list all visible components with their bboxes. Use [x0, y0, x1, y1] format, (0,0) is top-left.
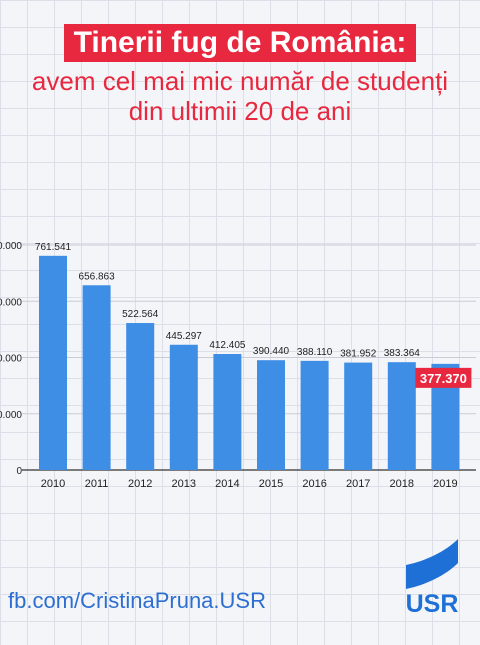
- usr-logo-text: USR: [405, 590, 459, 618]
- x-tick-label: 2014: [215, 478, 239, 490]
- highlight-label-background: [415, 367, 472, 388]
- data-label: 412.405: [209, 340, 246, 351]
- x-tick-label: 2019: [433, 478, 457, 490]
- x-tick-label: 2015: [259, 478, 283, 490]
- facebook-page-link[interactable]: fb.com/CristinaPruna.USR: [8, 588, 266, 613]
- usr-logo: USR: [400, 535, 464, 625]
- data-label: 388.110: [297, 347, 333, 358]
- y-tick-label: 0.000: [0, 297, 22, 308]
- data-label: 522.564: [122, 309, 159, 320]
- bar: [82, 285, 111, 470]
- x-tick-label: 2012: [128, 478, 152, 490]
- bar: [300, 360, 329, 470]
- x-tick-label: 2016: [302, 478, 326, 490]
- headline: Tinerii fug de România: avem cel mai mic…: [0, 24, 480, 126]
- bar: [126, 323, 155, 470]
- y-tick-label: 0.000: [0, 241, 22, 252]
- x-tick-label: 2010: [41, 478, 65, 490]
- y-tick-label: 0.000: [0, 354, 22, 365]
- data-label: 445.297: [166, 331, 203, 342]
- usr-logo-mark-icon: [406, 539, 458, 589]
- bar: [169, 344, 198, 470]
- bar: [213, 354, 242, 470]
- headline-line-1: Tinerii fug de România:: [63, 24, 417, 62]
- data-label: 390.440: [253, 346, 290, 357]
- data-label: 761.541: [35, 242, 72, 253]
- bar: [344, 362, 373, 470]
- x-tick-label: 2013: [172, 478, 196, 490]
- y-tick-label: 0.000: [0, 410, 22, 421]
- y-tick-label: 0: [16, 466, 22, 477]
- data-label: 381.952: [340, 349, 377, 360]
- data-label: 383.364: [384, 348, 421, 359]
- bar: [387, 362, 416, 470]
- x-tick-label: 2017: [346, 478, 370, 490]
- data-label: 377.370: [420, 371, 467, 386]
- data-label: 656.863: [79, 271, 116, 282]
- bar: [39, 255, 67, 470]
- headline-line-3: din ultimii 20 de ani: [128, 96, 352, 126]
- x-tick-label: 2018: [390, 478, 414, 490]
- students-bar-chart: 0 0.000 0.000 0.000 0.000 2010 761.541 2011 656.…: [0, 241, 476, 490]
- bar: [257, 360, 285, 470]
- headline-line-2: avem cel mai mic număr de studenți: [31, 66, 449, 96]
- x-tick-label: 2011: [85, 478, 109, 490]
